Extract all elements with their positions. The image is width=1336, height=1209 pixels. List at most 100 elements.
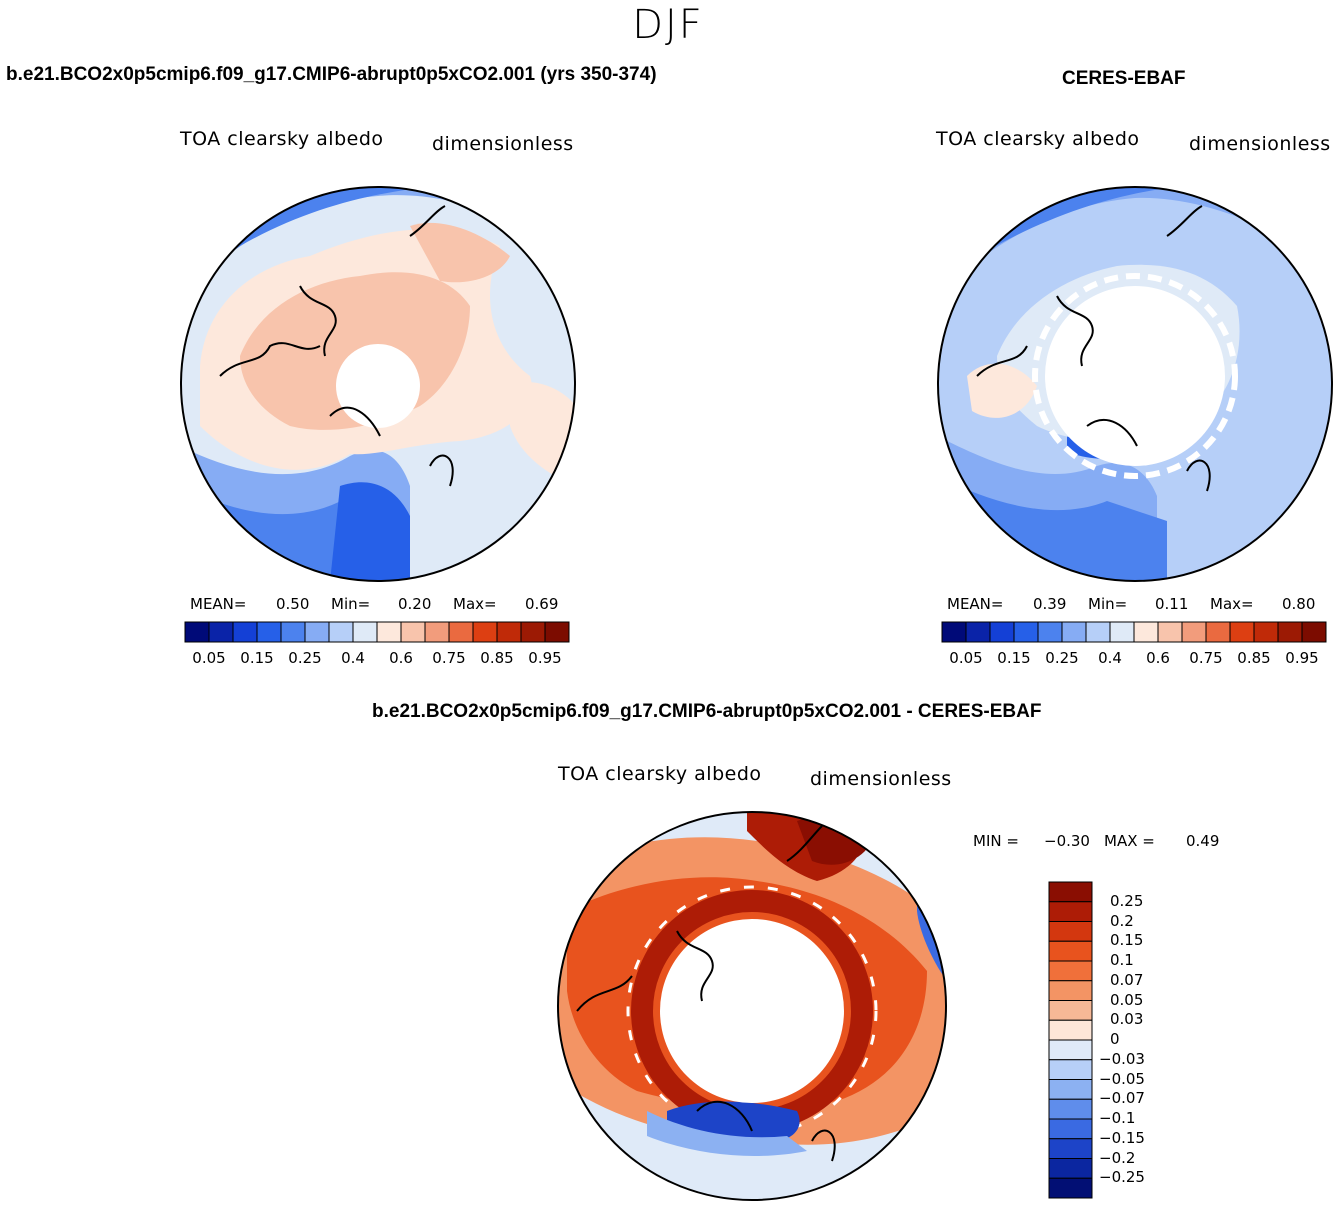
panel2-units: dimensionless [1189,133,1331,155]
panel3-colorbar-swatch [1048,1098,1093,1120]
panel1-colorbar-swatch [328,621,354,643]
panel2-colorbar-swatch [1061,621,1087,643]
panel3-variable: TOA clearsky albedo [558,763,762,785]
panel2-max-value: 0.80 [1282,595,1316,613]
panel3-colorbar-tick: 0.05 [1110,990,1144,1009]
panel2-min-label: Min= [1088,595,1128,613]
panel1-colorbar-swatch [208,621,234,643]
panel2-colorbar-swatch [965,621,991,643]
panel1-colorbar-tick: 0.6 [389,649,413,667]
panel3-colorbar-tick: 0.03 [1110,1010,1144,1029]
panel3-colorbar-swatch [1048,1138,1093,1159]
panel2-colorbar-tick: 0.05 [949,649,983,667]
panel3-colorbar-swatch [1048,1059,1093,1080]
panel3-colorbar-tick: 0.2 [1110,911,1134,930]
panel1-colorbar-swatch [448,621,474,643]
panel3-colorbar-swatch [1048,1158,1093,1179]
panel2-colorbar-swatch [1157,621,1183,643]
panel1-colorbar-swatch [232,621,258,643]
panel3-colorbar-tick: −0.15 [1099,1128,1145,1147]
panel1-colorbar-swatch [304,621,330,643]
panel2-colorbar-tick: 0.95 [1285,649,1319,667]
panel1-min-value: 0.20 [398,595,432,613]
panel2-colorbar-swatch [1109,621,1135,643]
panel3-colorbar-tick: 0.1 [1110,951,1134,969]
panel1-polar-map [180,186,576,582]
panel1-colorbar-tick: 0.75 [432,649,466,667]
panel1-colorbar-tick: 0.95 [528,649,562,667]
panel2-colorbar-swatch [1205,621,1231,643]
panel1-max-value: 0.69 [525,595,559,613]
panel1-colorbar-swatch [352,621,378,643]
panel1-colorbar-swatch [256,621,282,643]
panel2-colorbar-swatch [941,621,967,643]
panel3-polar-map [557,811,947,1201]
panel1-colorbar-swatch [472,621,498,643]
panel2-colorbar-tick: 0.4 [1098,649,1122,667]
panel2-colorbar-swatch [1037,621,1063,643]
panel3-units: dimensionless [810,768,952,790]
panel1-colorbar-swatch [280,621,306,643]
panel1-colorbar-swatch [400,621,426,643]
panel3-title: b.e21.BCO2x0p5cmip6.f09_g17.CMIP6-abrupt… [372,701,1042,722]
panel1-title: b.e21.BCO2x0p5cmip6.f09_g17.CMIP6-abrupt… [6,64,657,85]
panel1-colorbar [184,621,570,643]
panel3-min-value: −0.30 [1044,832,1090,850]
panel1-colorbar-swatch [184,621,210,643]
panel1-variable: TOA clearsky albedo [180,128,384,150]
panel2-title: CERES-EBAF [1062,68,1186,89]
panel3-colorbar-tick: −0.07 [1099,1089,1145,1108]
panel3-colorbar-tick: 0.07 [1110,970,1144,989]
panel3-colorbar-swatch [1048,960,1093,982]
panel3-colorbar-swatch [1048,1177,1093,1199]
panel3-colorbar-swatch [1048,1039,1093,1061]
panel2-colorbar-tick: 0.25 [1045,649,1079,667]
panel2-min-value: 0.11 [1155,595,1189,613]
panel3-max-label: MAX = [1104,832,1155,850]
panel3-colorbar-tick: −0.2 [1099,1148,1136,1167]
panel3-min-label: MIN = [973,832,1019,850]
panel2-mean-value: 0.39 [1033,595,1067,613]
panel2-colorbar-swatch [1277,621,1303,643]
panel2-colorbar-tick: 0.6 [1146,649,1170,667]
panel3-colorbar-swatch [1048,901,1093,922]
panel2-colorbar-tick: 0.15 [997,649,1031,667]
panel3-colorbar-swatch [1048,940,1093,962]
panel2-polar-map [937,186,1333,582]
panel2-colorbar-tick: 0.85 [1237,649,1271,667]
panel3-colorbar-swatch [1048,1000,1093,1021]
panel3-colorbar-swatch [1048,921,1093,942]
panel2-colorbar-swatch [1229,621,1255,643]
panel3-colorbar-tick: 0.15 [1110,931,1144,950]
panel2-colorbar-swatch [1253,621,1279,643]
panel2-colorbar-swatch [1013,621,1039,643]
panel3-colorbar [1048,881,1093,1199]
panel2-colorbar-swatch [1181,621,1207,643]
panel2-colorbar-swatch [1085,621,1111,643]
panel2-colorbar-swatch [1133,621,1159,643]
panel3-colorbar-swatch [1048,980,1093,1001]
season-title: DJF [632,2,704,48]
panel3-colorbar-swatch [1048,1118,1093,1140]
panel1-colorbar-swatch [544,621,570,643]
panel3-max-value: 0.49 [1186,832,1220,850]
panel3-colorbar-tick: −0.03 [1099,1049,1145,1068]
panel1-mean-value: 0.50 [276,595,310,613]
panel1-units: dimensionless [432,133,574,155]
panel1-min-label: Min= [331,595,371,613]
panel3-colorbar-tick: 0 [1110,1030,1120,1048]
panel3-colorbar-swatch [1048,881,1093,903]
panel3-colorbar-tick: 0.25 [1110,891,1144,910]
panel1-colorbar-swatch [520,621,546,643]
panel2-variable: TOA clearsky albedo [936,128,1140,150]
panel2-colorbar [941,621,1327,643]
panel3-colorbar-tick: −0.05 [1099,1069,1145,1088]
panel2-colorbar-tick: 0.75 [1189,649,1223,667]
panel1-colorbar-tick: 0.05 [192,649,226,667]
panel1-max-label: Max= [453,595,497,613]
panel1-mean-label: MEAN= [190,595,247,613]
panel1-colorbar-tick: 0.85 [480,649,514,667]
panel1-colorbar-swatch [376,621,402,643]
panel1-colorbar-tick: 0.15 [240,649,274,667]
panel1-colorbar-swatch [496,621,522,643]
